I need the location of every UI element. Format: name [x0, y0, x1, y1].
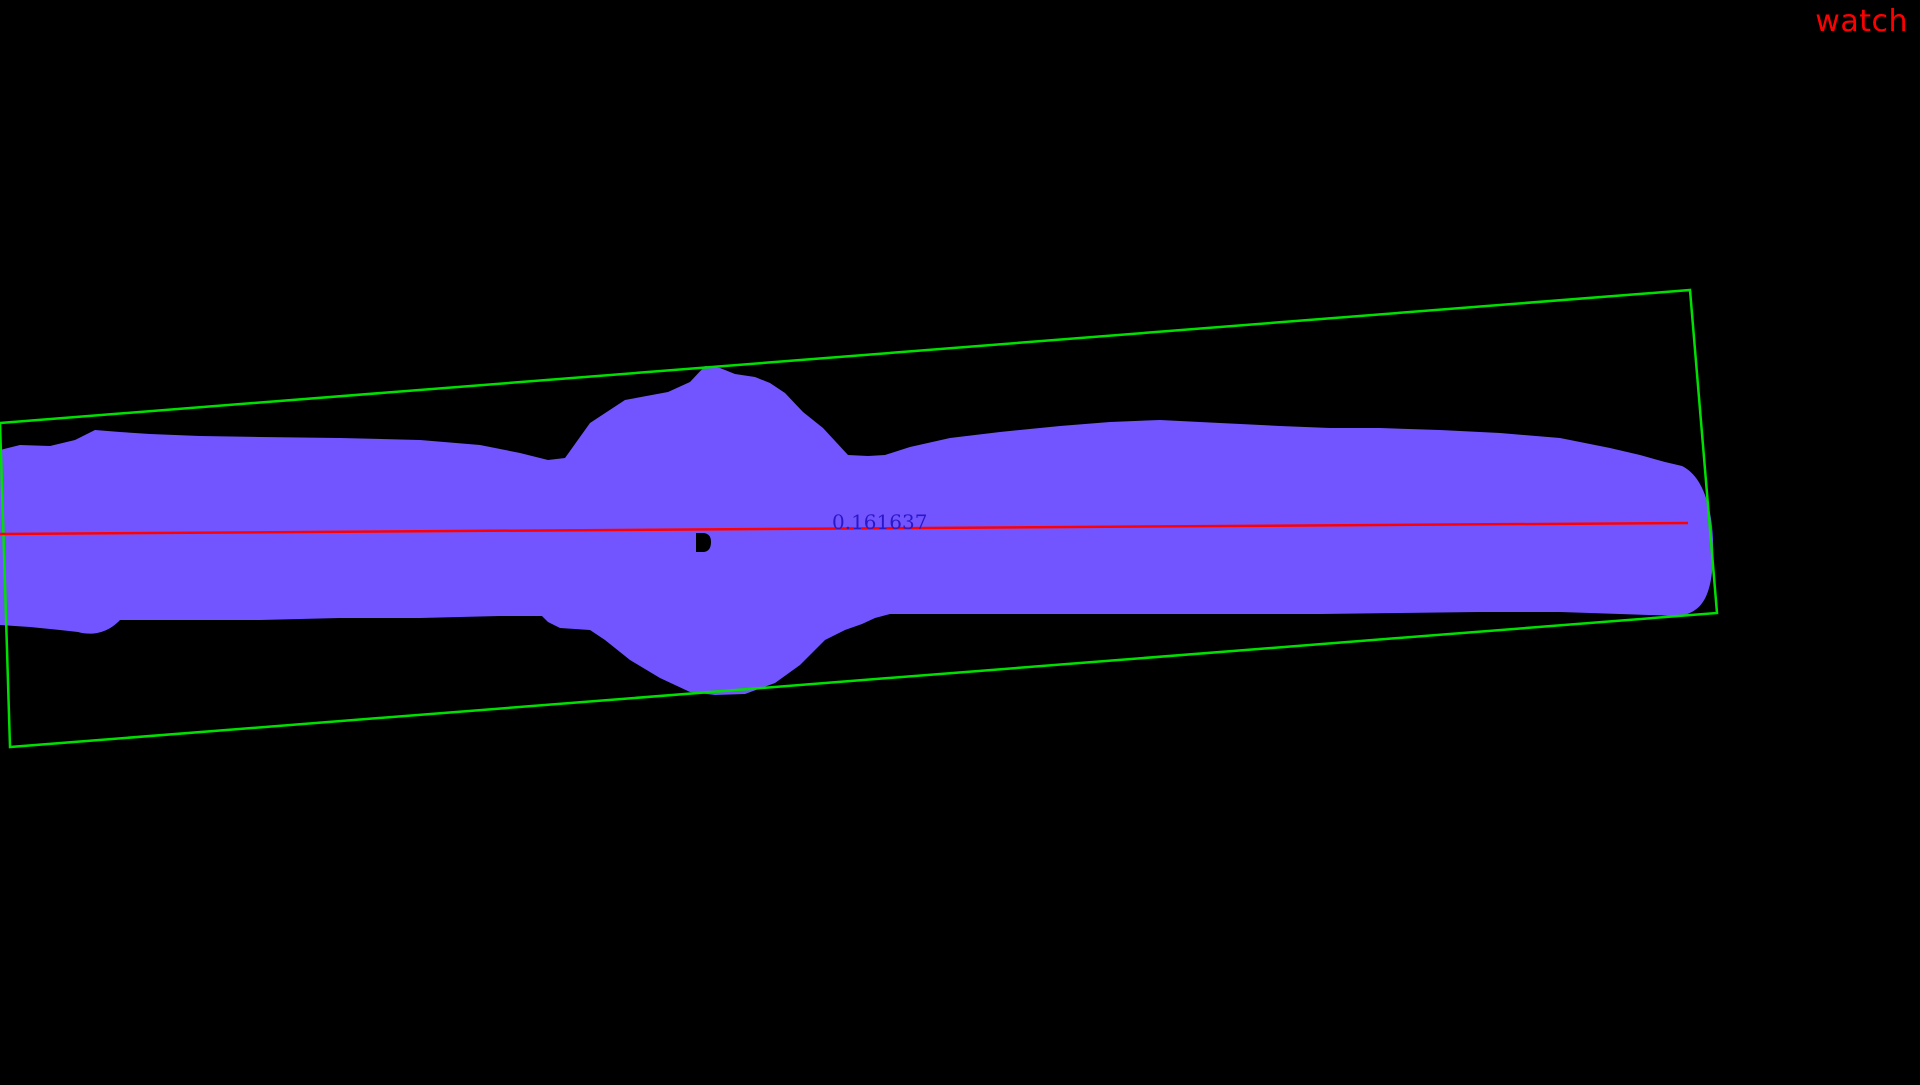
center-marker [696, 533, 711, 552]
orientation-axis-line [0, 521, 1689, 536]
class-label: watch [1815, 4, 1908, 39]
segmentation-mask [0, 366, 1714, 695]
orientation-score-text: 0.161637 [832, 510, 927, 534]
oriented-bounding-box [0, 288, 1719, 749]
